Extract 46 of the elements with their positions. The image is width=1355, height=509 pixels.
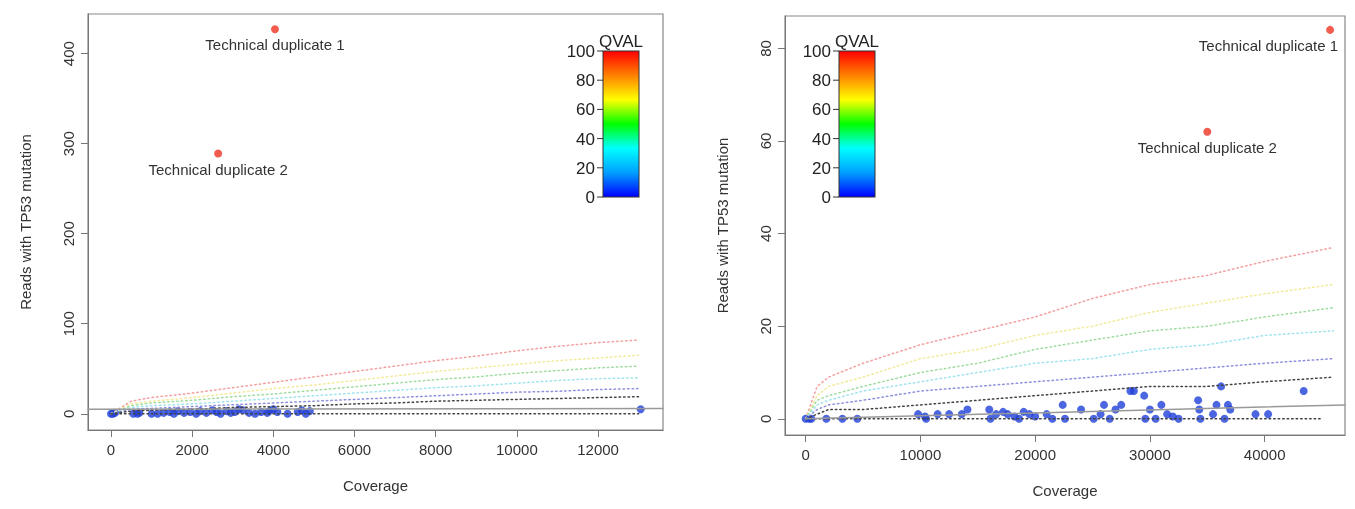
color-bar-label: 60 <box>576 100 595 120</box>
x-tick-label: 10000 <box>899 446 942 463</box>
x-tick-label: 0 <box>106 441 116 458</box>
x-tick-label: 30000 <box>1129 446 1171 463</box>
x-tick-label: 4000 <box>256 441 291 458</box>
y-tick-label: 200 <box>60 221 77 247</box>
color-bar-label: 20 <box>812 158 831 178</box>
y-tick-label: 100 <box>60 311 77 337</box>
x-tick-label: 0 <box>801 446 810 463</box>
y-tick-label: 0 <box>757 414 774 423</box>
x-axis-title: Coverage <box>342 477 409 494</box>
x-tick-label: 40000 <box>1243 446 1286 463</box>
colorbar: 0 20 40 60 80 100 QVAL <box>802 32 880 207</box>
color-bar-title: QVAL <box>598 32 644 51</box>
color-bar-title: QVAL <box>834 32 880 51</box>
x-tick-label: 6000 <box>337 441 372 458</box>
annotation: Technical duplicate 1 <box>1198 36 1339 54</box>
color-bar-label: 80 <box>576 71 595 91</box>
y-tick-label: 20 <box>757 317 774 335</box>
color-bar-label: 100 <box>566 42 595 61</box>
annotation: Technical duplicate 2 <box>148 160 288 178</box>
y-tick-label: 80 <box>757 40 774 57</box>
x-axis-title: Coverage <box>1032 482 1098 499</box>
y-tick-label: 300 <box>60 131 77 157</box>
color-bar-label: 40 <box>576 129 595 149</box>
color-bar-label: 60 <box>812 100 831 120</box>
x-tick-label: 8000 <box>419 441 453 458</box>
y-axis-title: Reads with TP53 mutation <box>714 137 731 314</box>
y-tick-label: 60 <box>757 132 774 150</box>
y-tick-label: 0 <box>60 409 77 418</box>
color-bar-label: 80 <box>812 71 831 91</box>
color-bar-label: 0 <box>585 188 595 207</box>
annotation: Technical duplicate 1 <box>205 36 345 54</box>
x-tick-label: 2000 <box>175 441 209 458</box>
x-tick-label: 20000 <box>1014 446 1057 463</box>
annotation: Technical duplicate 2 <box>1137 138 1277 156</box>
color-bar-label: 20 <box>576 158 595 178</box>
color-bar-label: 40 <box>812 129 831 149</box>
colorbar: 0 20 40 60 80 100 QVAL <box>566 32 644 207</box>
y-axis-title: Reads with TP53 mutation <box>17 134 34 310</box>
y-tick-label: 40 <box>757 225 774 242</box>
x-tick-label: 10000 <box>496 441 538 458</box>
color-bar-label: 100 <box>802 42 831 61</box>
x-tick-label: 12000 <box>577 441 619 458</box>
color-bar-label: 0 <box>821 188 831 207</box>
y-tick-label: 400 <box>60 41 77 67</box>
